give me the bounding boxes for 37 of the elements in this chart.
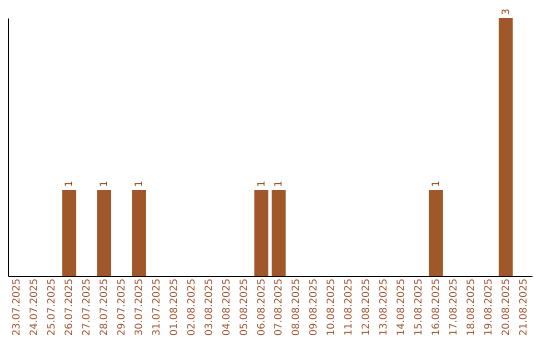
- x-tick-label: 23.07.2025: [12, 278, 23, 336]
- x-tick-label: 12.08.2025: [361, 278, 372, 336]
- x-tick-label: 02.08.2025: [186, 278, 198, 336]
- data-label: 1: [256, 180, 268, 187]
- x-tick-label: 13.08.2025: [378, 278, 390, 336]
- x-tick-label: 28.07.2025: [99, 278, 110, 336]
- x-tick-label: 11.08.2025: [344, 278, 355, 336]
- x-tick-label: 27.07.2025: [82, 278, 93, 336]
- x-tick-label: 04.08.2025: [221, 278, 232, 336]
- data-label: 1: [99, 180, 110, 187]
- data-label: 1: [430, 180, 442, 187]
- x-tick-label: 29.07.2025: [116, 278, 128, 336]
- x-tick-label: 05.08.2025: [238, 278, 250, 336]
- x-tick-label: 31.07.2025: [151, 278, 162, 336]
- data-label: 1: [64, 180, 76, 187]
- x-tick-label: 15.08.2025: [413, 278, 424, 336]
- x-tick-label: 09.08.2025: [308, 278, 320, 336]
- x-tick-label: 17.08.2025: [448, 278, 460, 336]
- x-tick-label: 21.08.2025: [518, 278, 530, 336]
- x-tick-label: 07.08.2025: [274, 278, 285, 336]
- data-label: 1: [274, 180, 285, 187]
- x-tick-label: 24.07.2025: [29, 278, 40, 336]
- x-tick-label: 01.08.2025: [168, 278, 180, 336]
- x-tick-label: 03.08.2025: [204, 278, 215, 336]
- x-tick-label: 26.07.2025: [64, 278, 76, 336]
- x-tick-label: 19.08.2025: [483, 278, 494, 336]
- x-tick-label: 30.07.2025: [134, 278, 145, 336]
- data-label: 1: [134, 180, 145, 187]
- x-tick-label: 18.08.2025: [466, 278, 477, 336]
- x-tick-label: 20.08.2025: [500, 278, 512, 336]
- x-tick-label: 08.08.2025: [291, 278, 302, 336]
- x-tick-label: 06.08.2025: [256, 278, 268, 336]
- x-tick-label: 25.07.2025: [46, 278, 58, 336]
- x-tick-label: 16.08.2025: [430, 278, 442, 336]
- data-label: 3: [500, 8, 512, 15]
- x-tick-label: 14.08.2025: [396, 278, 407, 336]
- x-tick-label: 10.08.2025: [326, 278, 338, 336]
